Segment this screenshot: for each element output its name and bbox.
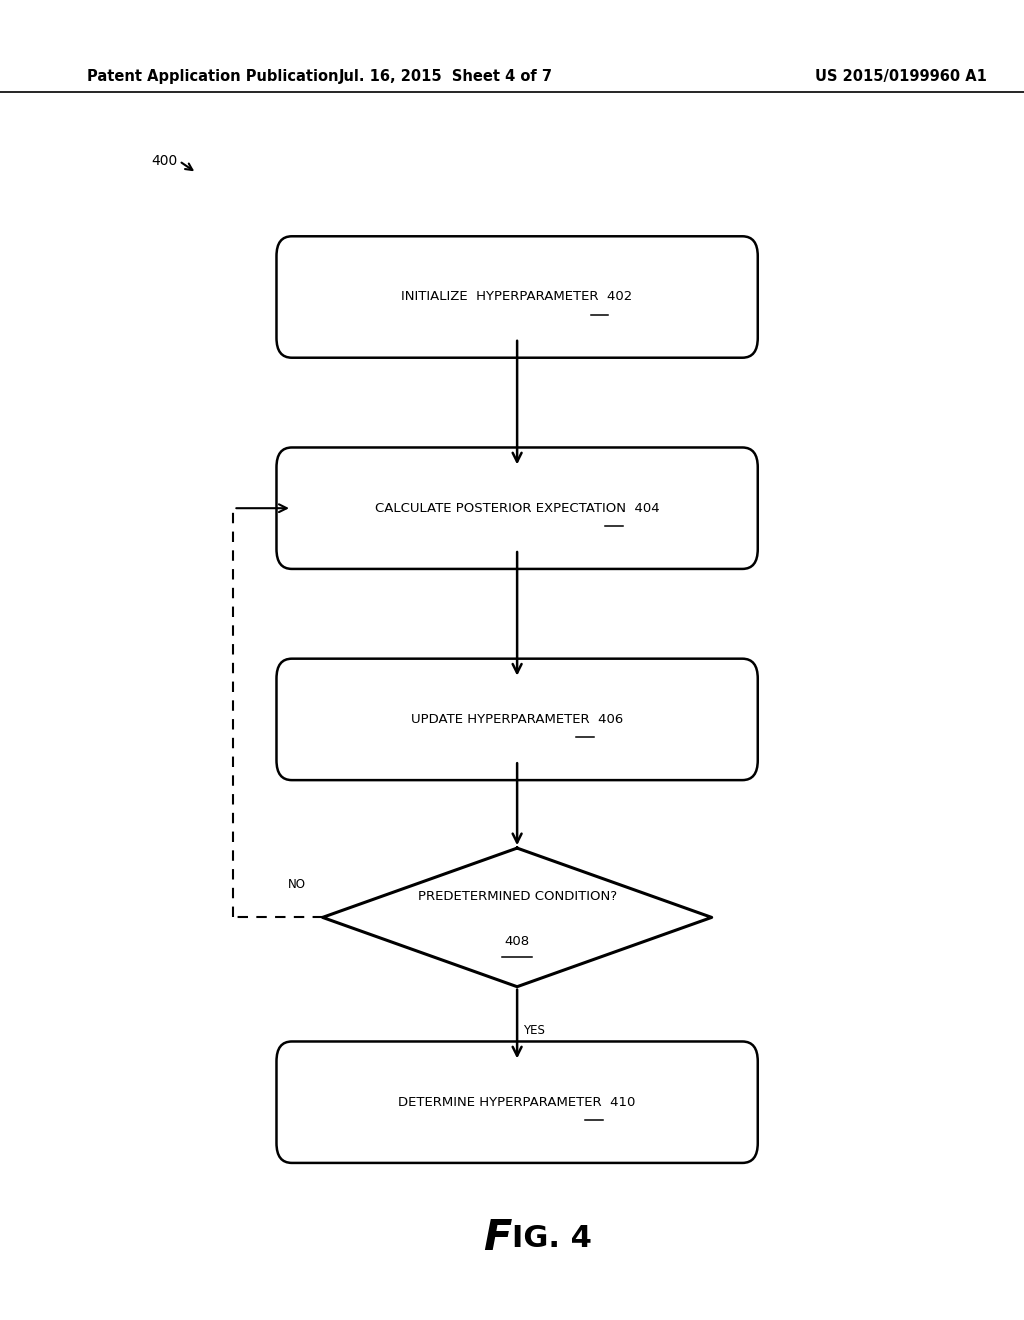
FancyBboxPatch shape [276, 1041, 758, 1163]
Text: IG. 4: IG. 4 [512, 1224, 592, 1253]
Text: Patent Application Publication: Patent Application Publication [87, 69, 339, 84]
Text: PREDETERMINED CONDITION?: PREDETERMINED CONDITION? [418, 890, 616, 903]
Polygon shape [323, 849, 712, 987]
Text: CALCULATE POSTERIOR EXPECTATION  404: CALCULATE POSTERIOR EXPECTATION 404 [375, 502, 659, 515]
Text: F: F [483, 1217, 512, 1259]
Text: UPDATE HYPERPARAMETER  406: UPDATE HYPERPARAMETER 406 [411, 713, 624, 726]
Text: YES: YES [522, 1024, 545, 1038]
Text: 400: 400 [152, 154, 178, 168]
Text: INITIALIZE  HYPERPARAMETER  402: INITIALIZE HYPERPARAMETER 402 [401, 290, 633, 304]
FancyBboxPatch shape [276, 236, 758, 358]
Text: 408: 408 [505, 935, 529, 948]
Text: NO: NO [288, 878, 306, 891]
FancyBboxPatch shape [276, 659, 758, 780]
Text: US 2015/0199960 A1: US 2015/0199960 A1 [815, 69, 987, 84]
Text: DETERMINE HYPERPARAMETER  410: DETERMINE HYPERPARAMETER 410 [398, 1096, 636, 1109]
Text: Jul. 16, 2015  Sheet 4 of 7: Jul. 16, 2015 Sheet 4 of 7 [339, 69, 552, 84]
FancyBboxPatch shape [276, 447, 758, 569]
